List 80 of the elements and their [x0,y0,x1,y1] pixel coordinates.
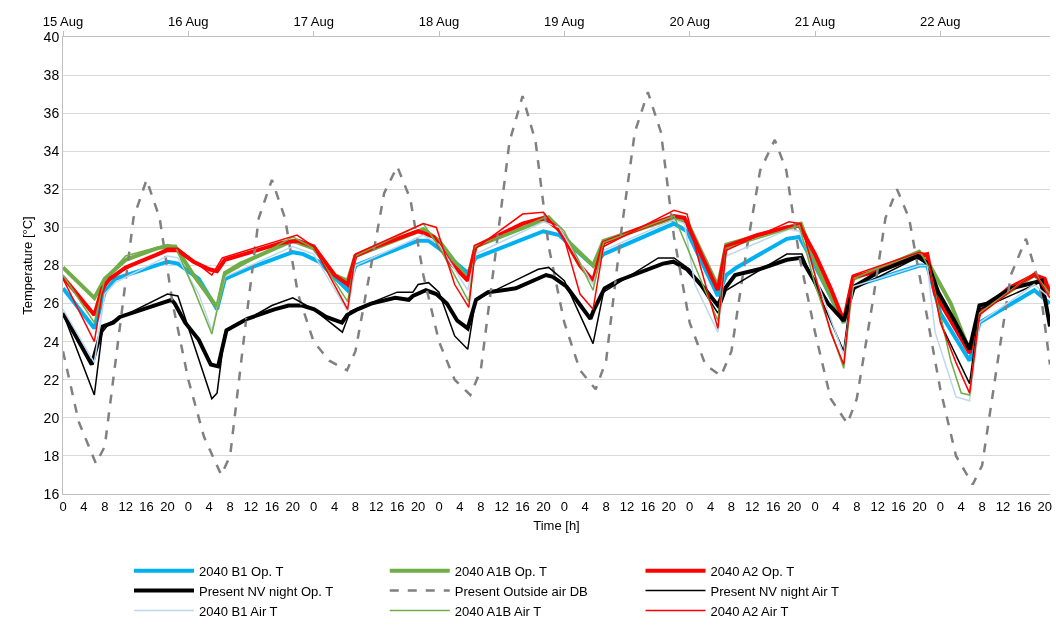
x-tick-label: 20 [285,498,301,514]
x-tick-label: 8 [602,498,610,514]
x-tick-label: 4 [80,498,88,514]
x-tick-label: 12 [243,498,259,514]
x-tick-label: 4 [330,498,339,514]
x-tick-label: 16 [891,498,906,514]
x-tick-label: 12 [995,498,1011,514]
y-tick-label: 40 [43,28,60,45]
y-tick-label: 34 [43,143,60,160]
x-tick-label: 0 [59,498,67,514]
x-tick-label: 16 [515,498,530,514]
legend-label: 2040 A2 Op. T [710,563,795,579]
y-axis-title: Temperature [°C] [19,216,35,315]
x-tick-label: 12 [745,498,760,514]
x-tick-label: 8 [101,498,109,514]
x-tick-label: 20 [1037,498,1053,514]
y-tick-label: 26 [43,295,60,312]
x2-tick-label: 21 Aug [794,13,836,29]
x-tick-label: 20 [410,498,426,514]
legend-label: Present NV night Op. T [199,583,334,599]
y-tick-label: 20 [43,409,60,426]
y-tick-label: 36 [43,105,60,122]
x-tick-label: 4 [706,498,715,514]
x-tick-label: 12 [619,498,635,514]
x-tick-label: 20 [912,498,927,514]
x-tick-label: 20 [536,498,551,514]
x-tick-label: 8 [853,498,861,514]
legend-label: 2040 A1B Air T [454,603,542,619]
x-tick-label: 16 [264,498,280,514]
y-tick-label: 24 [43,333,60,350]
legend-label: Present NV night Air T [710,583,839,599]
legend-label: 2040 A2 Air T [710,603,789,619]
x-tick-label: 0 [811,498,819,514]
x2-tick-label: 20 Aug [669,13,710,29]
x-tick-label: 0 [184,498,192,514]
x-tick-label: 20 [160,498,175,514]
x-tick-label: 20 [786,498,802,514]
x-tick-label: 4 [456,498,464,514]
x-tick-label: 8 [477,498,485,514]
x-tick-label: 12 [369,498,384,514]
x-tick-label: 0 [435,498,443,514]
x-tick-label: 12 [494,498,509,514]
x-tick-label: 8 [727,498,736,514]
x-tick-label: 0 [560,498,568,514]
x-tick-label: 4 [205,498,213,514]
x-tick-label: 16 [139,498,154,514]
legend-label: 2040 B1 Op. T [199,563,284,579]
legend-label: 2040 A1B Op. T [454,563,548,579]
x-tick-label: 16 [640,498,656,514]
x-tick-label: 16 [389,498,405,514]
x-tick-label: 16 [1016,498,1032,514]
y-tick-label: 18 [43,447,60,464]
x2-tick-label: 16 Aug [168,13,209,29]
y-tick-label: 16 [43,485,60,502]
x2-tick-label: 22 Aug [920,13,961,29]
x-tick-label: 0 [310,498,318,514]
x-tick-label: 8 [226,498,234,514]
x-tick-label: 12 [118,498,133,514]
x-tick-label: 4 [957,498,965,514]
legend-label: Present Outside air DB [454,583,588,599]
x2-tick-label: 17 Aug [293,13,334,29]
x-tick-label: 20 [661,498,677,514]
x-tick-label: 4 [581,498,589,514]
x2-tick-label: 15 Aug [42,13,84,29]
x-tick-label: 0 [936,498,944,514]
x-tick-label: 16 [765,498,781,514]
y-tick-label: 28 [43,257,60,274]
x-tick-label: 12 [870,498,885,514]
x2-tick-label: 18 Aug [418,13,460,29]
y-tick-label: 38 [43,66,60,83]
x-tick-label: 8 [978,498,986,514]
y-tick-label: 30 [43,219,60,236]
y-tick-label: 22 [43,371,60,388]
x-axis-title: Time [h] [533,518,580,534]
x-tick-label: 8 [351,498,360,514]
x-tick-label: 4 [832,498,840,514]
legend-label: 2040 B1 Air T [199,603,278,619]
y-tick-label: 32 [43,181,60,198]
x-tick-label: 0 [686,498,694,514]
x2-tick-label: 19 Aug [544,13,585,29]
